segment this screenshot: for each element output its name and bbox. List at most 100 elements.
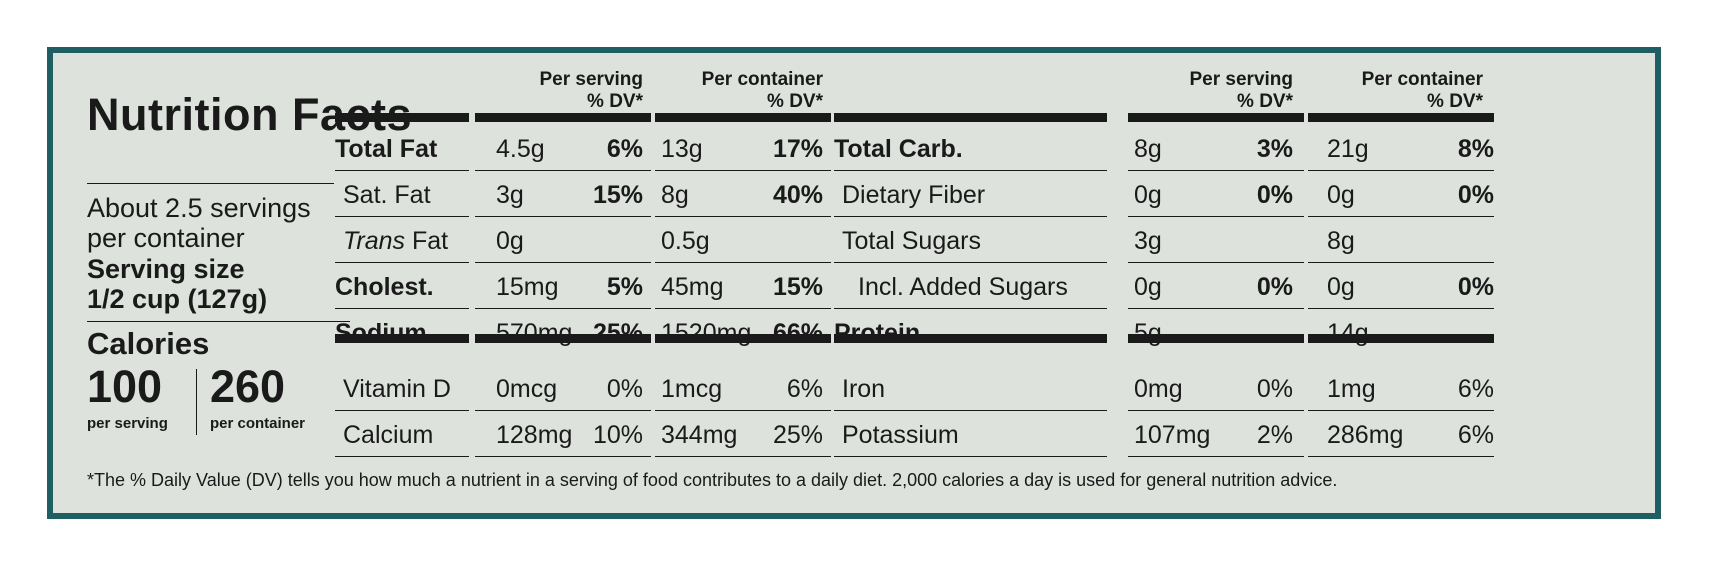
container-amount: 13g [661,135,703,163]
row-divider [1128,410,1304,411]
footnote: *The % Daily Value (DV) tells you how mu… [87,470,1338,490]
container-dv: 8% [1457,135,1494,163]
serving-dv: 0% [1256,181,1293,209]
row-divider [1308,308,1494,309]
row-divider [335,216,469,217]
serving-amount: 8g [1134,135,1162,163]
row-divider [834,456,1107,457]
row-divider [655,262,831,263]
row-divider [1308,216,1494,217]
divider [87,321,350,322]
row-divider [1128,308,1304,309]
serving-amount: 5g [1134,319,1162,347]
row-divider [1128,216,1304,217]
container-amount: 286mg [1327,421,1404,449]
nutrient-name: Calcium [343,421,434,449]
serving-amount: 0mcg [496,375,558,403]
container-amount: 14g [1327,319,1369,347]
container-dv: 6% [1457,421,1494,449]
row-divider [655,170,831,171]
serving-dv: 15% [592,181,643,209]
serving-amount: 4.5g [496,135,545,163]
row-divider [1128,262,1304,263]
calories-per-container-label: per container [210,415,306,432]
servings-per-container: About 2.5 servings per container [87,193,311,253]
serving-amount: 3g [1134,227,1162,255]
container-dv: 25% [772,421,823,449]
row-divider [1128,456,1304,457]
nutrient-name: Cholest. [335,273,434,301]
thick-divider [655,334,831,343]
calories-per-serving-label: per serving [87,415,168,432]
container-dv: 40% [772,181,823,209]
serving-dv: 2% [1256,421,1293,449]
row-divider [655,456,831,457]
nutrient-name: Sodium [335,319,427,347]
container-amount: 0g [1327,273,1355,301]
row-divider [475,456,651,457]
row-divider [834,308,1107,309]
container-amount: 8g [1327,227,1355,255]
row-divider [1308,456,1494,457]
nutrient-name-rest: Fat [405,227,449,255]
divider [196,369,197,435]
serving-amount: 0g [496,227,524,255]
nutrition-label-border: Nutrition Facts About 2.5 servings per c… [47,47,1661,519]
row-divider [335,170,469,171]
thick-divider [655,113,831,122]
serving-dv: 0% [1256,273,1293,301]
serving-amount: 128mg [496,421,573,449]
row-divider [475,262,651,263]
serving-dv: 0% [606,375,643,403]
header-per-serving: Per serving% DV* [539,69,644,112]
thick-divider [475,113,651,122]
container-dv: 0% [1457,181,1494,209]
thick-divider [335,334,469,343]
serving-amount: 3g [496,181,524,209]
row-divider [834,216,1107,217]
header-per-serving-right: Per serving% DV* [1189,69,1294,112]
nutrient-name: Potassium [842,421,959,449]
container-amount: 1mg [1327,375,1376,403]
row-divider [335,410,469,411]
nutrient-name: Protein [834,319,921,347]
calories-per-serving: 100 [87,361,163,412]
serving-amount: 0mg [1134,375,1183,403]
row-divider [1308,170,1494,171]
serving-amount: 15mg [496,273,559,301]
thick-divider [1128,334,1304,343]
row-divider [655,308,831,309]
container-dv: 15% [772,273,823,301]
row-divider [475,216,651,217]
row-divider [475,410,651,411]
row-divider [834,262,1107,263]
row-divider [1308,410,1494,411]
nutrient-name: Incl. Added Sugars [858,273,1068,301]
row-divider [335,262,469,263]
container-dv: 6% [786,375,823,403]
thick-divider [834,334,1107,343]
row-divider [335,308,469,309]
container-amount: 8g [661,181,689,209]
serving-amount: 570mg [496,319,573,347]
serving-dv: 6% [606,135,643,163]
row-divider [1308,262,1494,263]
container-amount: 1520mg [661,319,752,347]
nutrient-name: Vitamin D [343,375,451,403]
row-divider [475,308,651,309]
nutrient-name: Dietary Fiber [842,181,986,209]
calories-per-container: 260 [210,361,286,412]
container-amount: 0g [1327,181,1355,209]
nutrient-name-italic: Trans [343,227,406,255]
serving-size: Serving size 1/2 cup (127g) [87,254,268,314]
row-divider [655,216,831,217]
nutrient-name: Iron [842,375,886,403]
row-divider [834,410,1107,411]
serving-dv: 5% [606,273,643,301]
thick-divider [834,113,1107,122]
nutrient-name: Total Carb. [834,135,963,163]
serving-dv: 3% [1256,135,1293,163]
container-amount: 1mcg [661,375,723,403]
row-divider [834,170,1107,171]
serving-dv: 25% [592,319,643,347]
